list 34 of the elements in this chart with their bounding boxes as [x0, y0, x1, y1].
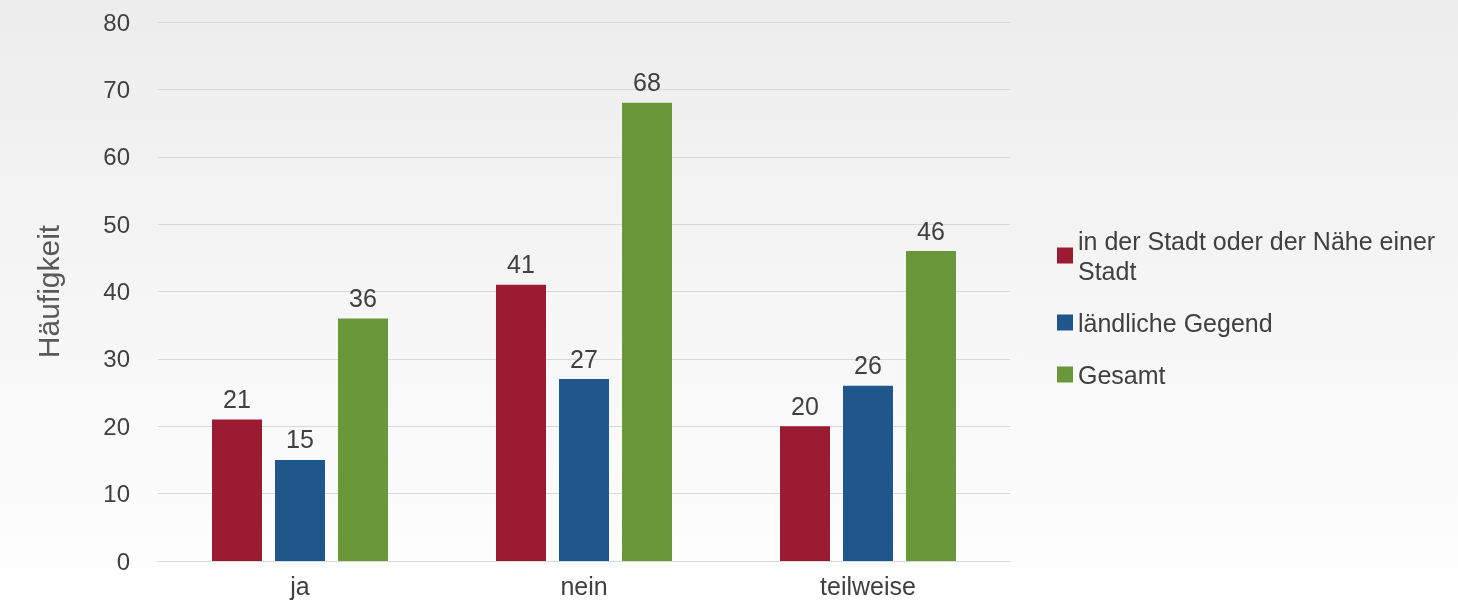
data-label: 15	[286, 425, 314, 454]
y-tick-label: 10	[103, 480, 130, 508]
x-tick-label: ja	[289, 571, 310, 600]
y-tick-label: 70	[103, 75, 130, 103]
y-tick-label: 30	[103, 345, 130, 373]
bar	[559, 379, 609, 561]
legend-label: ländliche Gegend	[1078, 308, 1273, 337]
data-label: 46	[917, 216, 945, 245]
x-tick-label: nein	[560, 571, 608, 600]
data-label: 20	[791, 391, 819, 420]
bar	[843, 385, 893, 561]
y-tick-label: 60	[103, 143, 130, 171]
data-label: 27	[570, 344, 598, 373]
bar	[906, 251, 956, 561]
data-label: 36	[349, 283, 377, 312]
bar	[496, 284, 546, 561]
y-axis-title: Häufigkeit	[31, 224, 65, 359]
bar	[212, 419, 262, 561]
y-tick-label: 80	[103, 8, 130, 36]
bar	[780, 426, 830, 561]
x-tick-label: teilweise	[820, 571, 916, 600]
y-tick-label: 40	[103, 278, 130, 305]
y-tick-label: 50	[103, 210, 130, 238]
legend-label: Gesamt	[1078, 360, 1166, 389]
bar	[275, 459, 325, 561]
data-label: 26	[854, 351, 882, 380]
y-tick-label: 0	[116, 547, 130, 575]
data-label: 68	[633, 68, 661, 97]
bar	[338, 318, 388, 561]
data-label: 41	[507, 250, 535, 279]
data-label: 21	[223, 385, 251, 414]
legend-label: in der Stadt oder der Nähe einer Stadt	[1078, 226, 1443, 285]
bar	[622, 102, 672, 561]
y-tick-label: 20	[103, 412, 130, 440]
